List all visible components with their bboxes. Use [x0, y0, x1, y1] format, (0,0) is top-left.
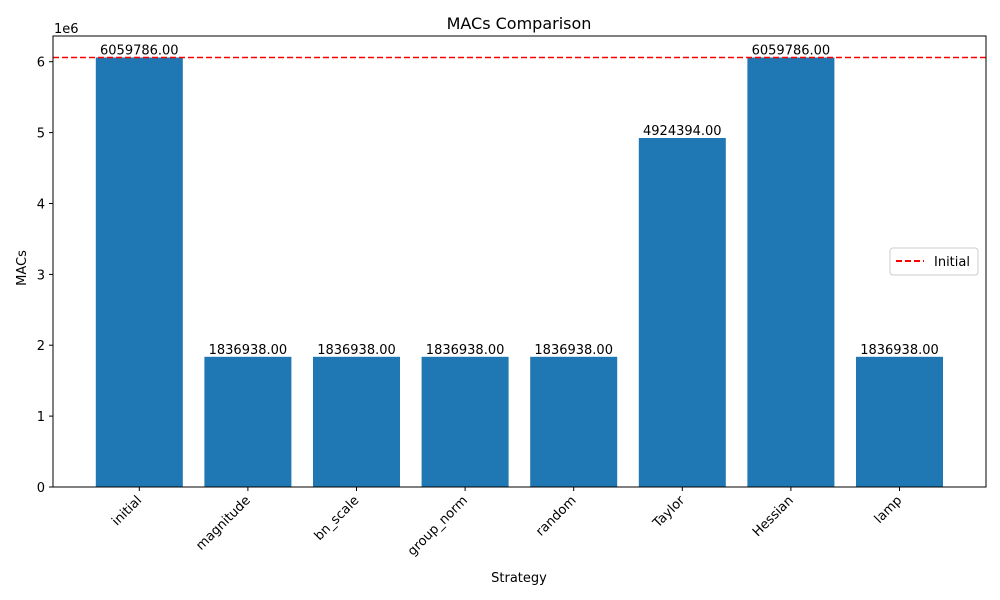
bar-value-label: 6059786.00	[752, 44, 831, 59]
bar-value-label: 1836938.00	[317, 343, 396, 358]
bar-value-label: 4924394.00	[643, 124, 722, 139]
x-tick-label: random	[533, 493, 579, 539]
x-tick-label: group_norm	[405, 493, 471, 559]
bar-lamp	[856, 356, 943, 487]
x-tick-label: Hessian	[750, 493, 797, 540]
bar-hessian	[747, 57, 835, 487]
y-scale-label: 1e6	[54, 22, 79, 37]
x-axis-label: Strategy	[491, 571, 547, 586]
y-axis-ticks: 0 1 2 3 4 5 6	[37, 56, 53, 496]
bar-random	[530, 356, 618, 487]
y-tick-label: 6	[37, 56, 45, 71]
bars-group	[95, 57, 943, 487]
x-tick-label: bn_scale	[312, 493, 363, 544]
bar-group-norm	[421, 356, 509, 487]
bar-value-label: 6059786.00	[100, 44, 179, 59]
bar-value-label: 1836938.00	[534, 343, 613, 358]
x-axis-ticks: initial magnitude bn_scale group_norm random…	[109, 487, 905, 559]
y-tick-label: 4	[37, 198, 45, 213]
y-tick-label: 1	[37, 410, 45, 425]
y-tick-label: 0	[37, 481, 45, 496]
bar-value-labels: 6059786.00 1836938.00 1836938.00 1836938.00…	[100, 44, 939, 358]
bar-magnitude	[204, 356, 292, 487]
x-tick-label: lamp	[872, 493, 906, 527]
x-tick-label: Taylor	[650, 493, 689, 532]
bar-value-label: 1836938.00	[860, 343, 939, 358]
legend-box	[889, 247, 979, 276]
bar-taylor	[638, 138, 726, 487]
y-tick-label: 3	[37, 268, 45, 283]
y-axis-label: MACs	[15, 250, 30, 286]
plot-frame	[52, 35, 987, 488]
x-tick-label: magnitude	[193, 493, 253, 553]
bar-value-label: 1836938.00	[426, 343, 505, 358]
legend-label-initial: Initial	[934, 255, 970, 270]
bar-bn-scale	[313, 356, 400, 487]
y-tick-label: 5	[37, 127, 45, 142]
legend: Initial	[889, 247, 979, 276]
bar-initial	[95, 57, 183, 487]
bar-value-label: 1836938.00	[209, 343, 288, 358]
y-tick-label: 2	[37, 339, 45, 354]
chart-title: MACs Comparison	[447, 14, 592, 33]
x-tick-label: initial	[109, 493, 145, 529]
